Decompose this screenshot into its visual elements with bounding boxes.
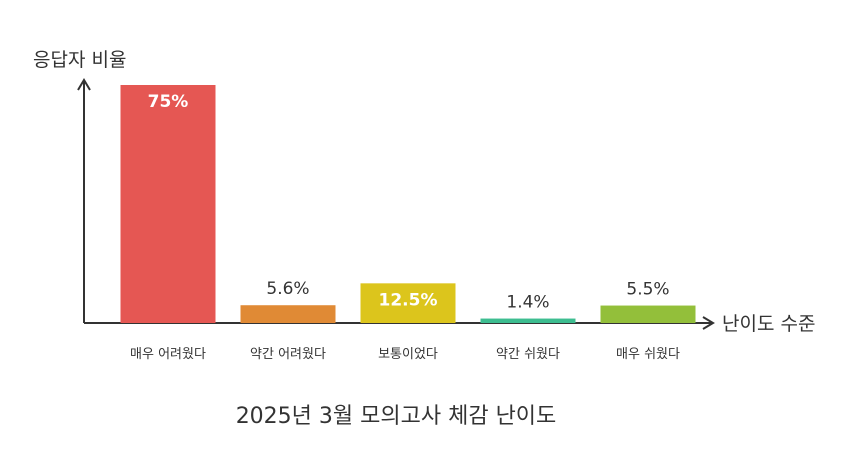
data-label: 5.5% (626, 280, 669, 300)
data-label: 12.5% (379, 290, 438, 310)
bar (600, 305, 696, 323)
y-axis-label: 응답자 비율 (33, 49, 126, 71)
bar (480, 318, 576, 323)
category-labels-group: 매우 어려웠다 약간 어려웠다 보통이었다 약간 쉬웠다 매우 쉬웠다 (130, 347, 680, 362)
value-labels-group: 75% 5.6% 12.5% 1.4% 5.5% (148, 92, 670, 313)
x-axis-label: 난이도 수준 (722, 313, 815, 335)
bars-group (120, 85, 696, 323)
bar (120, 85, 216, 323)
bar (240, 305, 336, 323)
y-axis-arrowhead (77, 78, 91, 91)
chart-title: 2025년 3월 모의고사 체감 난이도 (236, 404, 557, 429)
category-label: 보통이었다 (378, 347, 438, 362)
data-label: 1.4% (506, 293, 549, 313)
bar (360, 283, 456, 323)
x-axis-arrowhead (702, 316, 715, 330)
data-label: 5.6% (266, 279, 309, 299)
category-label: 매우 쉬웠다 (616, 347, 680, 362)
category-label: 약간 쉬웠다 (496, 347, 560, 362)
data-label: 75% (148, 92, 189, 112)
category-label: 약간 어려웠다 (250, 347, 326, 362)
category-label: 매우 어려웠다 (130, 347, 206, 362)
